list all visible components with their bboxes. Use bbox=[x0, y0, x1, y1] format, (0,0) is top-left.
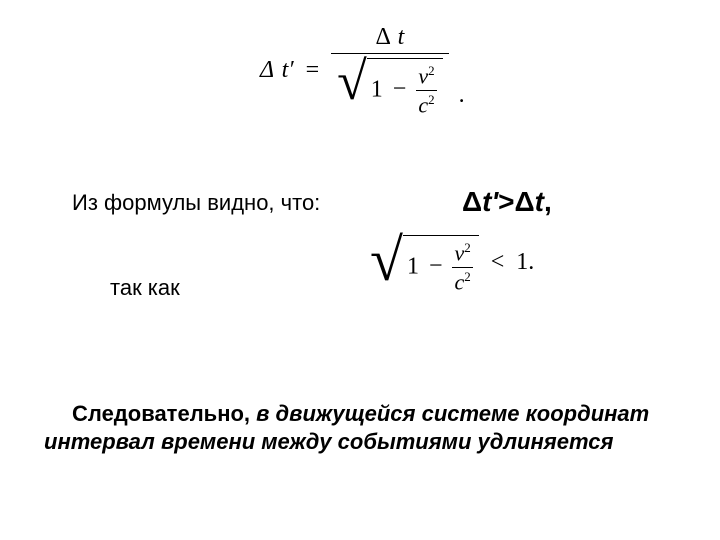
numerator: Δ t bbox=[331, 24, 448, 53]
conclusion-lead: Следовательно, bbox=[72, 401, 256, 426]
equals-sign: = bbox=[300, 57, 326, 84]
less-than-sign: < bbox=[485, 249, 511, 275]
time-dilation-formula: Δ t ′ = Δ t √ 1 − v2 c2 bbox=[260, 24, 465, 117]
main-fraction: Δ t √ 1 − v2 c2 bbox=[331, 24, 448, 117]
v2-over-c2: v2 c2 bbox=[416, 63, 436, 119]
delta-sym: Δ bbox=[260, 57, 274, 83]
formula2-period: . bbox=[528, 249, 534, 275]
conclusion-text: Следовательно, в движущейся системе коор… bbox=[44, 400, 664, 455]
sqrt-less-than-one: √ 1 − v2 c2 < 1. bbox=[370, 232, 534, 293]
denominator: √ 1 − v2 c2 bbox=[331, 54, 448, 117]
v2-over-c2-b: v2 c2 bbox=[452, 240, 472, 296]
inequality-expression: Δt'>Δt, bbox=[462, 186, 552, 218]
because-text: так как bbox=[110, 275, 180, 301]
formula-period: . bbox=[455, 82, 465, 117]
intro-text: Из формулы видно, что: bbox=[72, 190, 320, 216]
sqrt-symbol-2: √ bbox=[370, 230, 403, 291]
rhs-one: 1 bbox=[516, 249, 528, 275]
prime-sym: ′ bbox=[288, 57, 293, 83]
sqrt-symbol: √ bbox=[337, 54, 367, 115]
